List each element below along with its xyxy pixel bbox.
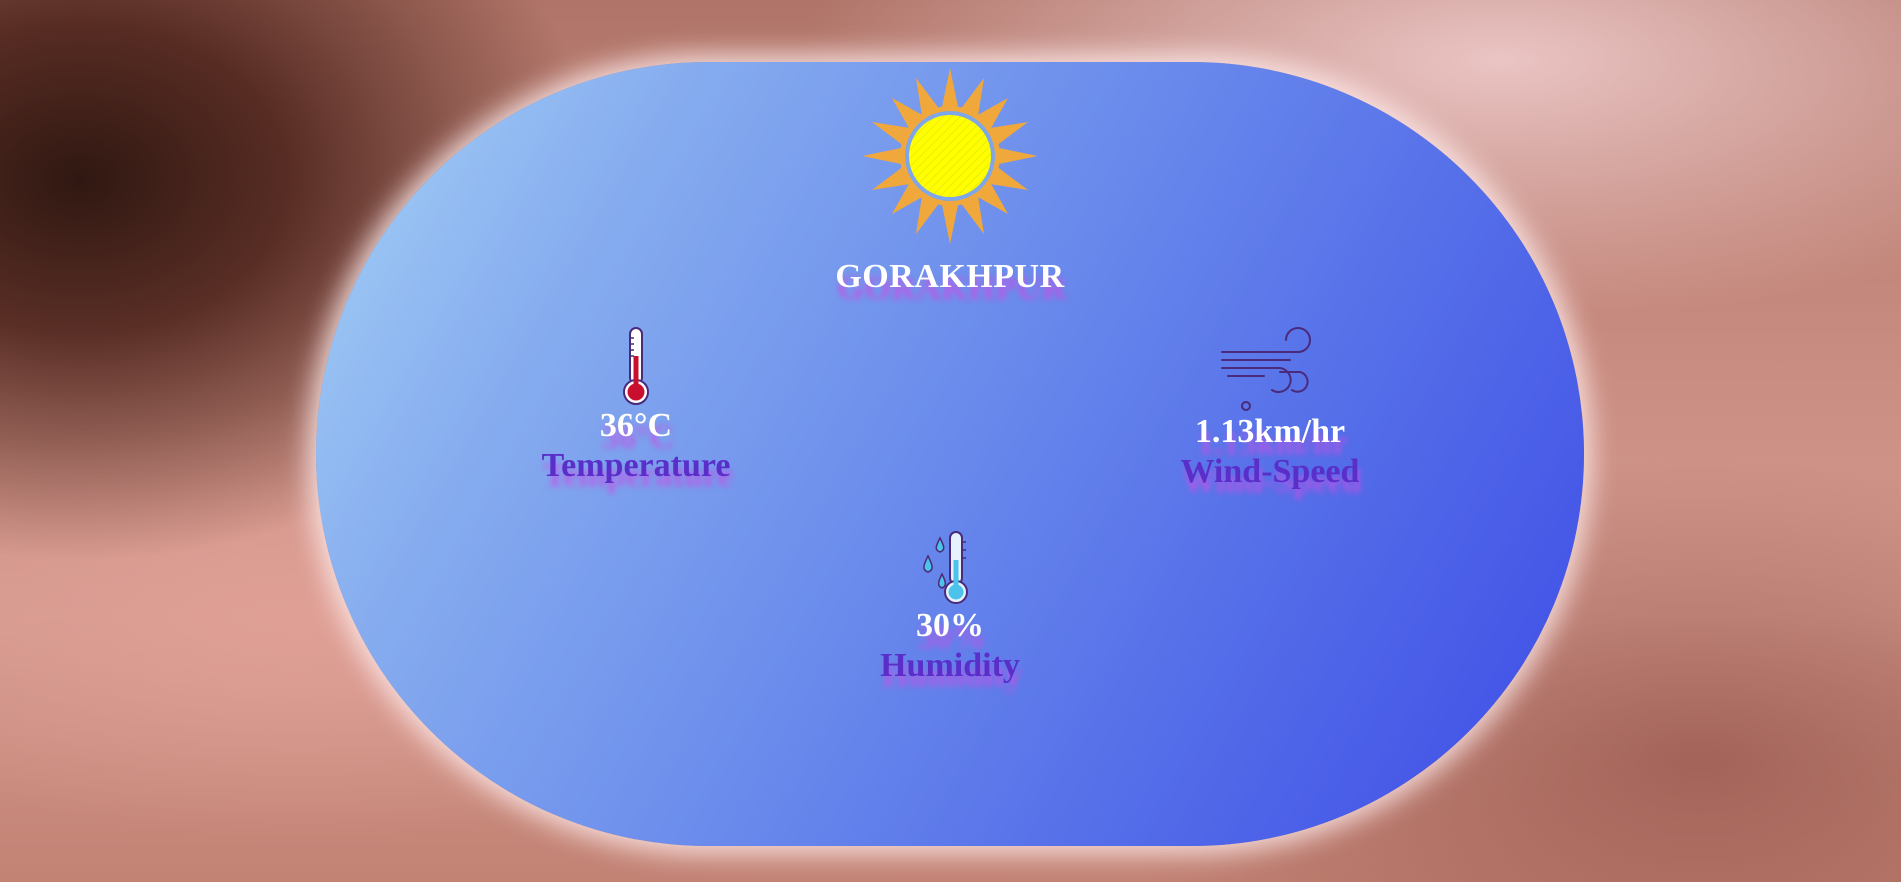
- humidity-stat: 30% Humidity: [840, 530, 1060, 686]
- humidity-label: Humidity: [880, 647, 1020, 684]
- wind-stat: 1.13km/hr Wind-Speed: [1160, 326, 1380, 492]
- wind-speed-value: 1.13km/hr: [1194, 413, 1346, 450]
- humidity-icon: [923, 531, 968, 604]
- temperature-stat: 36°C Temperature: [520, 326, 752, 486]
- wind-icon: [1221, 327, 1311, 411]
- humidity-value: 30%: [916, 607, 984, 644]
- temperature-label: Temperature: [541, 447, 731, 484]
- sun-icon: [864, 68, 1036, 244]
- wind-speed-label: Wind-Speed: [1180, 453, 1360, 490]
- city-name: GORAKHPUR: [835, 258, 1065, 295]
- thermometer-icon: [623, 327, 649, 405]
- temperature-value: 36°C: [599, 407, 673, 444]
